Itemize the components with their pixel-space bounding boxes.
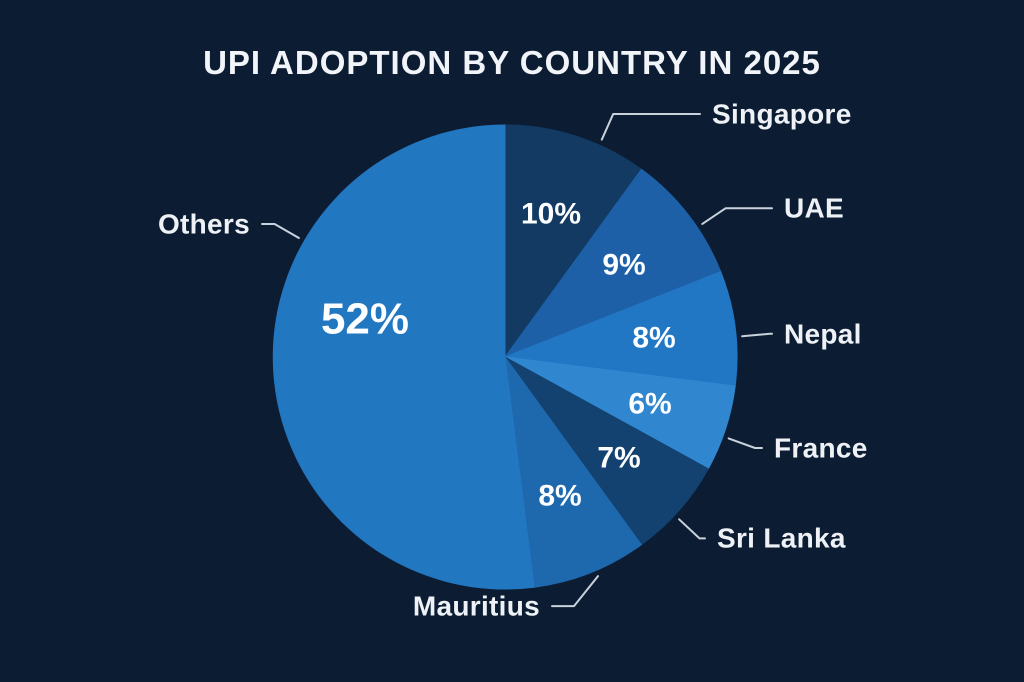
value-label-sri-lanka: 7% — [597, 442, 640, 475]
leader-line-france — [727, 437, 763, 449]
value-label-uae: 9% — [602, 249, 645, 282]
country-label-singapore: Singapore — [712, 99, 852, 130]
leader-line-mauritius — [551, 575, 599, 608]
pie-slice-singapore — [504, 124, 643, 359]
pie-slice-uae — [503, 168, 722, 359]
pie-slice-mauritius — [504, 356, 643, 588]
chart-title: UPI ADOPTION BY COUNTRY IN 2025 — [203, 44, 821, 81]
leader-line-singapore — [600, 113, 701, 141]
value-label-mauritius: 8% — [538, 480, 581, 513]
country-label-nepal: Nepal — [784, 319, 862, 350]
country-label-others: Others — [158, 209, 250, 240]
pie-slice-nepal — [504, 270, 738, 387]
value-label-france: 6% — [628, 388, 671, 421]
value-label-others: 52% — [321, 295, 409, 344]
country-label-france: France — [774, 433, 868, 464]
value-label-singapore: 10% — [521, 198, 581, 231]
pie-slice-sri-lanka — [504, 356, 709, 546]
pie-slice-others — [272, 124, 535, 590]
leader-line-uae — [701, 207, 773, 225]
country-label-mauritius: Mauritius — [413, 591, 540, 622]
leader-line-sri-lanka — [678, 518, 706, 540]
leader-line-others — [261, 223, 300, 239]
country-label-uae: UAE — [784, 193, 844, 224]
country-label-sri-lanka: Sri Lanka — [717, 523, 846, 554]
leader-line-nepal — [741, 332, 773, 338]
value-label-nepal: 8% — [632, 322, 675, 355]
